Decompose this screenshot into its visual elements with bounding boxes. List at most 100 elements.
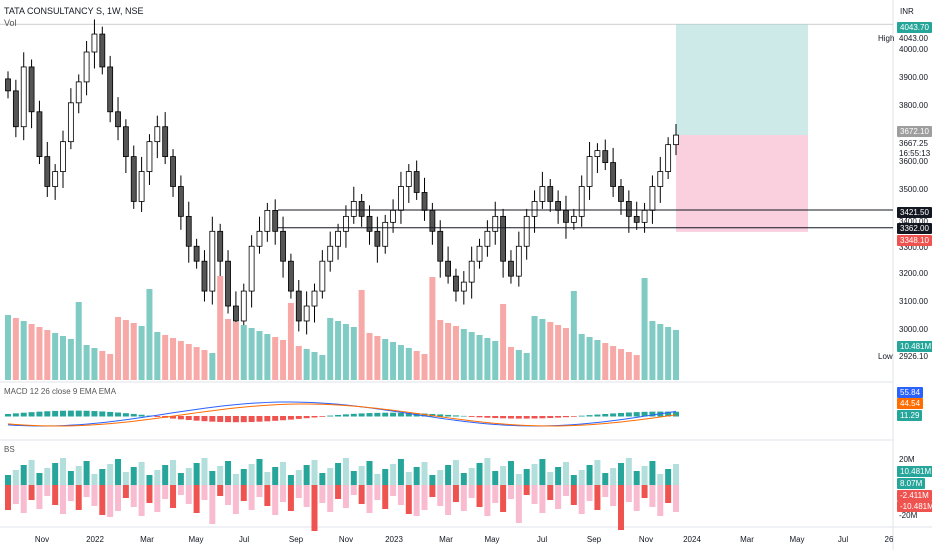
target-zone [676, 24, 808, 136]
bs-sell-bar [673, 485, 679, 512]
macd-histogram-bar [350, 413, 357, 417]
bs-buy-bar [562, 462, 569, 485]
bs-buy-bar [649, 461, 656, 485]
volume-bar [303, 349, 310, 380]
stop-zone [676, 135, 808, 232]
candle-body [248, 245, 255, 292]
candle-body [625, 201, 632, 217]
macd-histogram-bar [12, 413, 19, 417]
volume-bar [91, 348, 98, 380]
candle-body [421, 192, 428, 211]
bs-buy-bar [209, 471, 216, 485]
bs-sell-bar [555, 485, 562, 509]
bs-buy-bar [476, 463, 483, 485]
bs-sell-bar [445, 485, 452, 515]
candle-body [555, 201, 562, 211]
candle-body [170, 156, 176, 187]
bs-buy-bar [500, 466, 507, 485]
volume-bar [649, 321, 656, 380]
volume-bar [578, 334, 585, 380]
volume-bar [60, 336, 67, 380]
price-tick-3000: 3000.00 [899, 325, 928, 334]
volume-bar [319, 355, 326, 380]
bs-sell-bar [617, 485, 624, 530]
bs-sell-bar [539, 485, 546, 513]
volume-bar [342, 324, 349, 380]
volume-bar [154, 332, 161, 380]
candle-body [468, 260, 475, 283]
macd-histogram-bar [547, 416, 554, 419]
bs-sell-bar [390, 485, 397, 496]
level-box-2: 3362.00 [897, 223, 932, 234]
volume-bar [413, 351, 420, 380]
time-axis-label: Jul [537, 535, 547, 544]
currency-label[interactable]: INR [900, 7, 914, 16]
volume-bar [586, 337, 593, 380]
volume-bar [476, 335, 483, 380]
bs-sell-bar [350, 485, 357, 495]
price-tick-3300: 3300.00 [899, 243, 928, 252]
bs-buy-bar [633, 471, 640, 485]
volume-bar [452, 326, 459, 380]
price-tick-3800: 3800.00 [899, 101, 928, 110]
bs-buy-bar [122, 472, 129, 485]
bs-sell-bar [240, 485, 247, 501]
price-tick-4000: 4000.00 [899, 45, 928, 54]
macd-histogram-bar [484, 416, 491, 418]
bs-buy-bar [437, 470, 444, 485]
top-price-box: 4043.70 [897, 22, 932, 33]
candle-body [225, 260, 231, 307]
candle-body [390, 209, 396, 223]
volume-bar [390, 342, 397, 380]
macd-histogram-bar [437, 414, 444, 417]
bs-buy-bar [20, 465, 27, 485]
candle-body [570, 215, 577, 223]
candle-body [515, 245, 522, 277]
bs-sell-bar [366, 485, 373, 513]
candle-body [476, 245, 483, 262]
bs-buy-bar [657, 474, 664, 485]
bs-sell-bar [625, 485, 632, 502]
macd-histogram-bar [170, 416, 177, 419]
macd-histogram-bar [154, 416, 161, 417]
volume-bar [366, 333, 373, 380]
candle-body [641, 209, 648, 223]
time-axis-label: Nov [339, 535, 353, 544]
candle-body [217, 230, 224, 262]
bs-buy-bar [531, 464, 538, 485]
bs-sell-bar [138, 485, 145, 516]
high-value: 4043.00 [899, 34, 928, 43]
macd-histogram-bar [256, 416, 263, 422]
bs-sell-bar [256, 485, 263, 497]
macd-histogram-bar [531, 416, 538, 419]
volume-bar [240, 325, 247, 380]
volume-bar [20, 321, 27, 380]
macd-histogram-bar [562, 416, 569, 418]
volume-bar [138, 326, 145, 380]
candle-body [256, 230, 263, 247]
candle-body [20, 66, 27, 128]
bs-buy-bar [665, 469, 672, 485]
macd-histogram-bar [193, 416, 200, 421]
bs-buy-bar [586, 465, 593, 485]
bs-sell-bar [570, 485, 577, 505]
bs-sell-bar [52, 485, 59, 505]
bs-buy-bar [28, 460, 35, 485]
bs-buy-bar [52, 463, 59, 485]
bs-buy-bar [60, 458, 67, 485]
bs-sell-bar [437, 485, 444, 506]
bs-buy-bar [264, 472, 271, 485]
bs-sell-bar [177, 485, 184, 495]
bs-buy-bar [217, 466, 224, 485]
macd-histogram-bar [91, 411, 98, 417]
volume-bar [484, 338, 491, 380]
bs-buy-bar [303, 465, 310, 485]
macd-histogram-bar [264, 416, 271, 422]
bs-buy-bar [44, 468, 51, 485]
bs-sell-bar [287, 485, 294, 511]
candle-body [122, 126, 129, 158]
bs-buy-bar [445, 465, 452, 485]
bs-sell-bar [507, 485, 514, 499]
bs-sell-bar [201, 485, 208, 500]
